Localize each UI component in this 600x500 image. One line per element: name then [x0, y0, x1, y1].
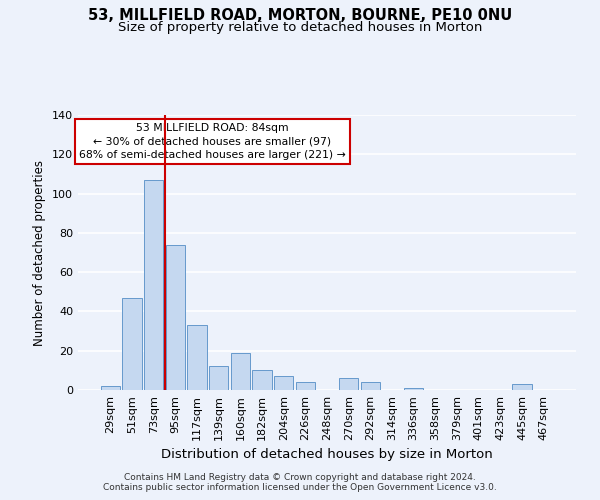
Bar: [144, 180, 163, 390]
Bar: [404, 388, 424, 390]
Text: Contains public sector information licensed under the Open Government Licence v3: Contains public sector information licen…: [103, 484, 497, 492]
Text: Contains HM Land Registry data © Crown copyright and database right 2024.: Contains HM Land Registry data © Crown c…: [124, 472, 476, 482]
Bar: [252, 370, 272, 390]
Bar: [209, 366, 229, 390]
Bar: [166, 244, 185, 390]
X-axis label: Distribution of detached houses by size in Morton: Distribution of detached houses by size …: [161, 448, 493, 462]
Bar: [101, 386, 120, 390]
Text: Size of property relative to detached houses in Morton: Size of property relative to detached ho…: [118, 21, 482, 34]
Bar: [339, 378, 358, 390]
Text: 53 MILLFIELD ROAD: 84sqm
← 30% of detached houses are smaller (97)
68% of semi-d: 53 MILLFIELD ROAD: 84sqm ← 30% of detach…: [79, 123, 346, 160]
Bar: [122, 298, 142, 390]
Bar: [230, 352, 250, 390]
Text: 53, MILLFIELD ROAD, MORTON, BOURNE, PE10 0NU: 53, MILLFIELD ROAD, MORTON, BOURNE, PE10…: [88, 8, 512, 22]
Bar: [274, 376, 293, 390]
Bar: [296, 382, 315, 390]
Y-axis label: Number of detached properties: Number of detached properties: [34, 160, 46, 346]
Bar: [361, 382, 380, 390]
Bar: [187, 325, 207, 390]
Bar: [512, 384, 532, 390]
